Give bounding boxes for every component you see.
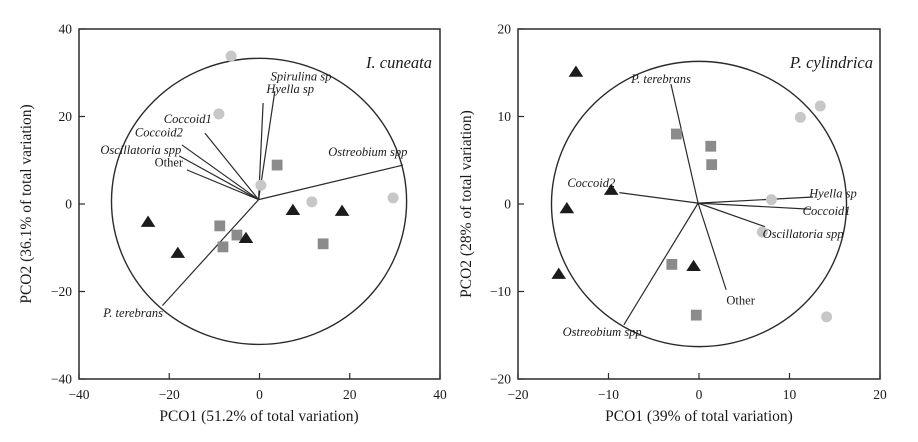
vector-label: Ostreobium spp: [328, 145, 407, 159]
data-point-square: [317, 238, 329, 250]
y-tick-label: 0: [504, 197, 511, 212]
vector-label: Other: [726, 293, 755, 307]
data-point-circle: [225, 50, 237, 62]
vector-line: [623, 202, 699, 326]
vector-line: [204, 132, 260, 201]
x-axis-label: PCO1 (39% of total variation): [605, 408, 793, 425]
data-point-square: [670, 128, 682, 140]
y-tick-label: 20: [498, 22, 512, 37]
vector-line: [258, 164, 404, 201]
y-tick-label: 20: [59, 109, 73, 124]
vector-label: Hyella sp: [808, 187, 857, 201]
data-point-square: [271, 159, 283, 171]
x-tick-label: 10: [783, 387, 797, 402]
data-point-triangle: [686, 259, 701, 272]
y-tick-label: −40: [51, 372, 72, 387]
data-point-triangle: [603, 183, 619, 195]
vector-label: Other: [155, 155, 184, 169]
vector-line: [178, 155, 259, 201]
data-point-triangle: [285, 203, 301, 216]
data-point-circle: [821, 311, 833, 323]
data-point-triangle: [170, 246, 186, 258]
panel-generated-content: P. terebrans Coccoid2 Hyella sp Coccoid1 Osc…: [490, 22, 887, 403]
y-tick-label: −20: [490, 372, 511, 387]
x-axis-label: PCO1 (51.2% of total variation): [159, 408, 358, 425]
vector-line: [162, 199, 260, 306]
data-point-triangle: [334, 204, 350, 216]
x-tick-label: 0: [256, 387, 263, 402]
vector-label: Ostreobium spp: [563, 325, 642, 339]
data-point-square: [217, 241, 229, 253]
vector-label: Hyella sp: [265, 82, 314, 96]
plot-frame: [78, 28, 441, 380]
data-point-triangle: [551, 267, 567, 279]
vector-line: [670, 83, 699, 204]
data-point-circle: [794, 111, 806, 123]
data-point-circle: [255, 179, 267, 191]
data-point-square: [690, 309, 702, 321]
correlation-circle: [550, 60, 848, 348]
vector-label: P. terebrans: [102, 306, 163, 320]
data-point-triangle: [238, 231, 254, 244]
plot-frame: [517, 28, 881, 380]
data-point-square: [666, 258, 678, 270]
data-point-circle: [387, 192, 399, 204]
data-point-square: [706, 159, 718, 171]
data-point-triangle: [568, 65, 584, 77]
data-point-circle: [814, 100, 826, 112]
vector-label: Coccoid1: [803, 204, 851, 218]
vector-line: [697, 202, 727, 290]
x-tick-label: −10: [598, 387, 619, 402]
vector-line: [698, 202, 812, 210]
vector-label: Coccoid1: [164, 112, 212, 126]
panel-p-cylindrica: P. terebrans Coccoid2 Hyella sp Coccoid1 Osc…: [458, 22, 887, 426]
data-point-circle: [306, 196, 318, 208]
vector-label: Oscillatoria spp: [763, 227, 844, 241]
data-point-square: [231, 229, 243, 241]
y-tick-label: 40: [59, 22, 73, 37]
vector-label: Coccoid2: [135, 125, 183, 139]
vector-label: Oscillatoria spp: [100, 143, 181, 157]
correlation-circle: [110, 57, 408, 346]
y-tick-label: 0: [65, 197, 72, 212]
data-point-circle: [765, 194, 777, 206]
data-point-triangle: [140, 215, 156, 227]
data-point-circle: [756, 226, 768, 238]
plot-title: I. cuneata: [365, 53, 432, 72]
vector-label: Coccoid2: [567, 176, 615, 190]
data-point-triangle: [559, 201, 575, 214]
vector-line: [181, 144, 259, 201]
y-tick-label: −10: [490, 284, 511, 299]
y-axis-label: PCO2 (28% of total variation): [458, 110, 475, 298]
y-tick-label: 10: [498, 109, 512, 124]
vector-line: [698, 196, 814, 204]
vector-label: P. terebrans: [630, 72, 691, 86]
x-tick-label: 20: [343, 387, 357, 402]
y-axis-label: PCO2 (36.1% of total variation): [18, 104, 35, 303]
data-point-square: [214, 220, 226, 232]
plot-title: P. cylindrica: [789, 53, 873, 72]
x-tick-label: 40: [433, 387, 447, 402]
vector-line: [186, 169, 259, 201]
x-tick-label: −40: [68, 387, 89, 402]
vector-line: [619, 192, 699, 204]
vector-label: Spirulina sp: [271, 70, 332, 84]
x-tick-label: 0: [696, 387, 703, 402]
x-tick-label: −20: [159, 387, 180, 402]
y-tick-label: −20: [51, 284, 72, 299]
data-point-circle: [213, 108, 225, 120]
x-tick-label: −20: [507, 387, 528, 402]
x-tick-label: 20: [873, 387, 887, 402]
vector-line: [697, 202, 766, 228]
data-point-square: [705, 140, 717, 152]
